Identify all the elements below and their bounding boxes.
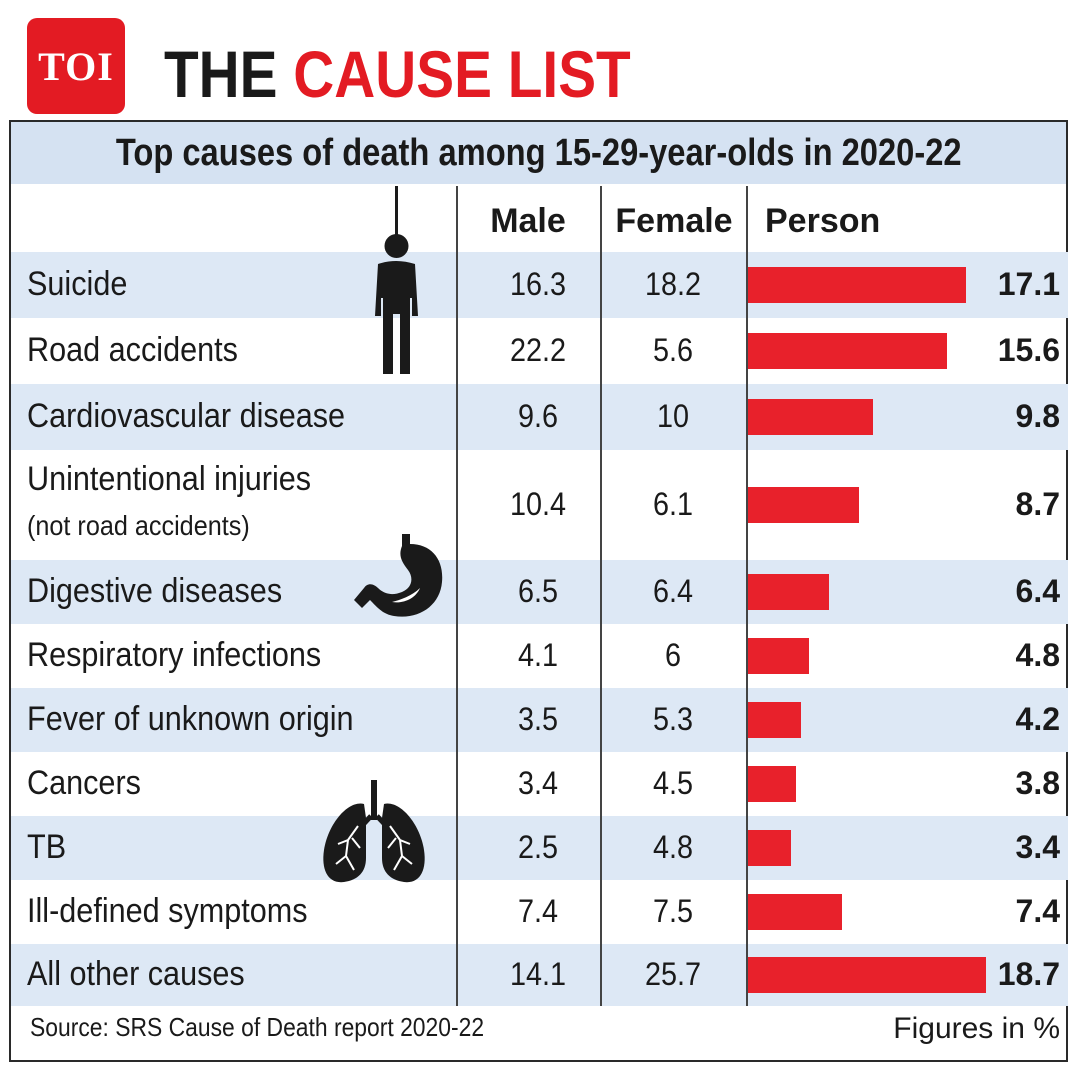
cause-label: Unintentional injuries — [27, 460, 312, 498]
cause-label: TB — [27, 828, 67, 866]
headline: THE CAUSE LIST — [164, 34, 631, 114]
person-bar — [748, 333, 947, 369]
male-value: 22.2 — [509, 332, 567, 368]
female-value: 6.1 — [652, 486, 694, 522]
male-value: 3.4 — [517, 765, 559, 801]
cause-label: Cardiovascular disease — [27, 397, 346, 435]
male-value: 6.5 — [517, 573, 559, 609]
column-divider — [746, 186, 748, 1006]
subtitle-band: Top causes of death among 15-29-year-old… — [11, 122, 1066, 184]
male-value: 9.6 — [517, 398, 559, 434]
male-value: 16.3 — [509, 266, 567, 302]
person-bar — [748, 894, 842, 930]
female-value: 6 — [664, 637, 682, 673]
person-value: 15.6 — [997, 332, 1060, 368]
column-header-person: Person — [765, 202, 881, 240]
table-row: Fever of unknown origin 3.5 5.3 4.2 — [11, 688, 1068, 752]
person-value: 8.7 — [1015, 486, 1060, 522]
female-value: 4.5 — [652, 765, 694, 801]
female-value: 4.8 — [652, 829, 694, 865]
table-row: Respiratory infections 4.1 6 4.8 — [11, 624, 1068, 688]
table-row: Unintentional injuries (not road accident… — [11, 450, 1068, 560]
person-value: 17.1 — [997, 266, 1060, 302]
table-row: Road accidents 22.2 5.6 15.6 — [11, 318, 1068, 384]
stomach-icon — [354, 534, 443, 617]
cause-label: Ill-defined symptoms — [27, 892, 308, 930]
female-value: 18.2 — [644, 266, 702, 302]
column-divider — [600, 186, 602, 1006]
female-value: 7.5 — [652, 893, 694, 929]
male-value: 2.5 — [517, 829, 559, 865]
column-header-male: Male — [490, 202, 566, 240]
person-value: 4.8 — [1015, 637, 1060, 673]
person-value: 3.8 — [1015, 765, 1060, 801]
person-value: 7.4 — [1015, 893, 1060, 929]
female-value: 10 — [656, 398, 690, 434]
male-value: 4.1 — [517, 637, 559, 673]
person-bar — [748, 574, 829, 610]
male-value: 14.1 — [509, 956, 567, 992]
headline-part2: CAUSE LIST — [293, 37, 631, 111]
female-value: 6.4 — [652, 573, 694, 609]
table-row: Cancers 3.4 4.5 3.8 — [11, 752, 1068, 816]
person-bar — [748, 638, 809, 674]
table-row: All other causes 14.1 25.7 18.7 — [11, 944, 1068, 1006]
cause-label: All other causes — [27, 955, 245, 993]
headline-part1: THE — [164, 37, 294, 111]
chart-title: Top causes of death among 15-29-year-old… — [115, 131, 962, 174]
cause-label: Digestive diseases — [27, 572, 283, 610]
logo-text: TOI — [38, 43, 114, 89]
male-value: 10.4 — [509, 486, 567, 522]
person-bar — [748, 487, 859, 523]
person-bar — [748, 766, 796, 802]
table-row: Suicide 16.3 18.2 17.1 — [11, 252, 1068, 318]
person-bar — [748, 399, 873, 435]
female-value: 5.3 — [652, 701, 694, 737]
table-row: Cardiovascular disease 9.6 10 9.8 — [11, 384, 1068, 450]
cause-label: Suicide — [27, 265, 128, 303]
unit-note: Figures in % — [893, 1012, 1060, 1045]
lungs-icon — [323, 780, 425, 883]
person-bar — [748, 702, 801, 738]
column-header-female: Female — [615, 202, 733, 240]
cause-label: Respiratory infections — [27, 636, 322, 674]
cause-sublabel: (not road accidents) — [27, 510, 250, 541]
person-value: 3.4 — [1015, 829, 1060, 865]
cause-label: Road accidents — [27, 331, 238, 369]
male-value: 3.5 — [517, 701, 559, 737]
female-value: 25.7 — [644, 956, 702, 992]
cause-label: Cancers — [27, 764, 141, 802]
person-value: 4.2 — [1015, 701, 1060, 737]
hanging-figure-icon — [375, 186, 418, 374]
table-row: Ill-defined symptoms 7.4 7.5 7.4 — [11, 880, 1068, 944]
column-divider — [456, 186, 458, 1006]
person-value: 9.8 — [1015, 398, 1060, 434]
female-value: 5.6 — [652, 332, 694, 368]
cause-label: Fever of unknown origin — [27, 700, 354, 738]
person-value: 6.4 — [1015, 573, 1060, 609]
male-value: 7.4 — [517, 893, 559, 929]
person-bar — [748, 830, 791, 866]
table-row: TB 2.5 4.8 3.4 — [11, 816, 1068, 880]
source-note: Source: SRS Cause of Death report 2020-2… — [30, 1012, 485, 1042]
table-row: Digestive diseases 6.5 6.4 6.4 — [11, 560, 1068, 624]
toi-logo: TOI — [27, 18, 125, 114]
person-value: 18.7 — [997, 956, 1060, 992]
person-bar — [748, 267, 966, 303]
person-bar — [748, 957, 986, 993]
